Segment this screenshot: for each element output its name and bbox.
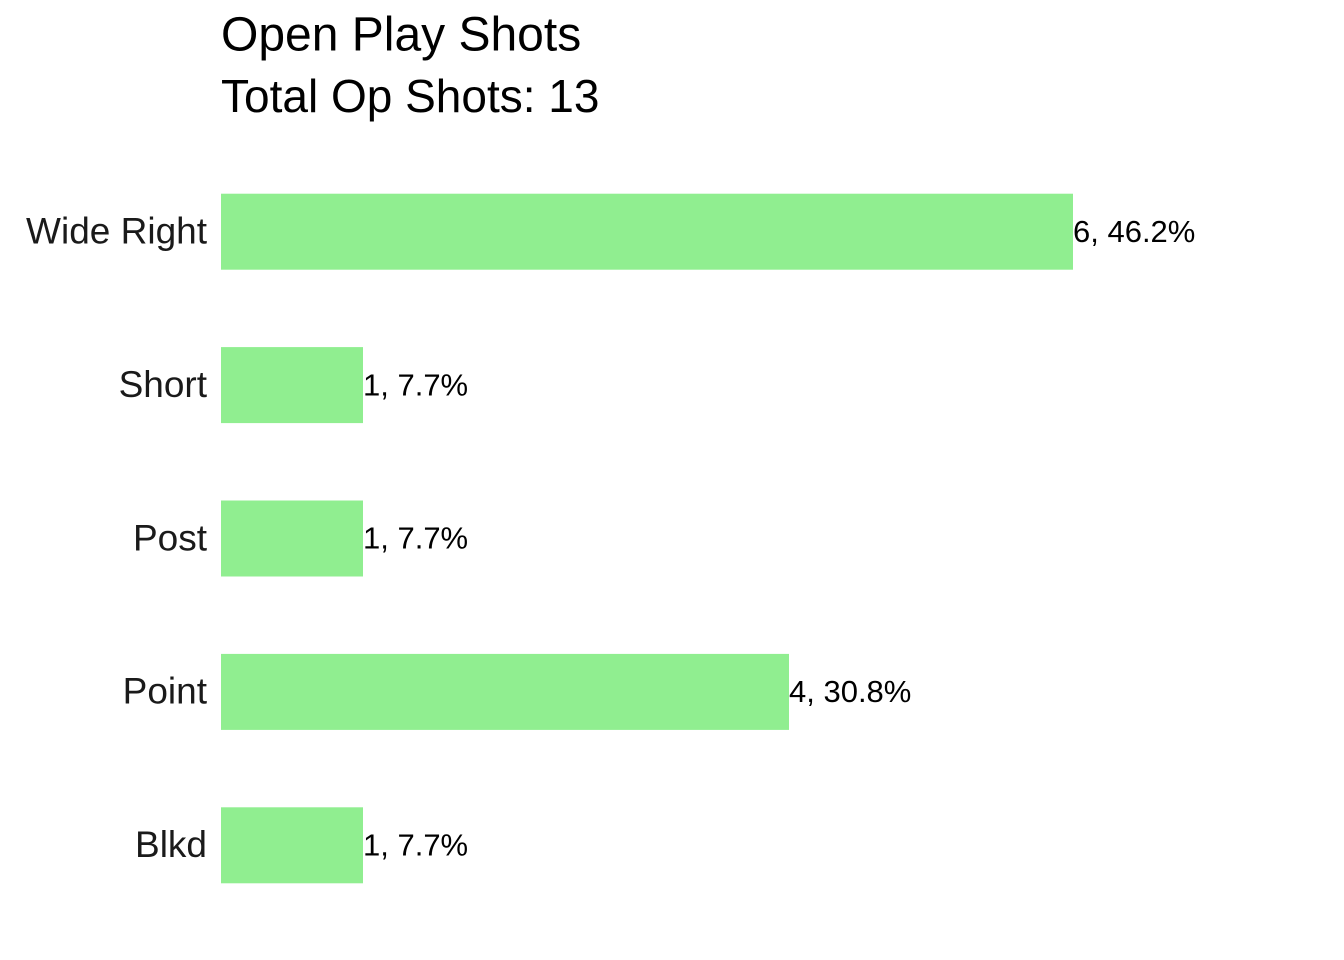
bar	[221, 807, 363, 884]
bar	[221, 193, 1073, 270]
value-label: 1, 7.7%	[363, 827, 468, 862]
category-label: Short	[119, 364, 208, 405]
bar	[221, 347, 363, 424]
chart-subtitle: Total Op Shots: 13	[221, 70, 599, 122]
bar	[221, 653, 789, 730]
value-label: 1, 7.7%	[363, 521, 468, 556]
chart-title: Open Play Shots	[221, 9, 581, 62]
value-label: 1, 7.7%	[363, 367, 468, 402]
category-label: Point	[123, 671, 208, 712]
category-label: Blkd	[135, 824, 207, 865]
category-label: Wide Right	[26, 210, 208, 251]
bar	[221, 500, 363, 577]
value-label: 4, 30.8%	[789, 674, 911, 709]
category-label: Post	[133, 517, 208, 558]
value-label: 6, 46.2%	[1073, 214, 1195, 249]
